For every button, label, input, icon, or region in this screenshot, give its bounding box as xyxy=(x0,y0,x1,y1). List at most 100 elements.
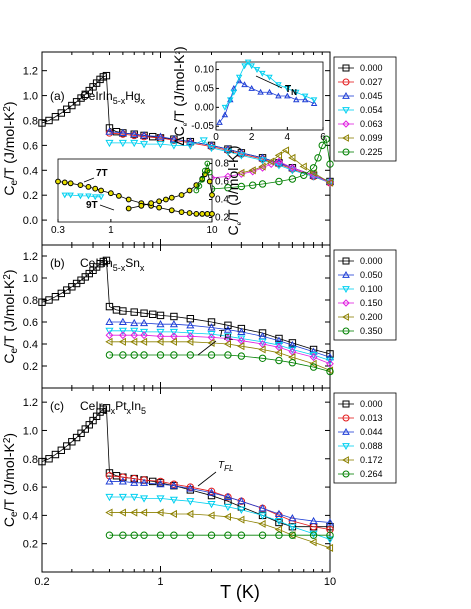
data-point xyxy=(68,101,76,110)
data-point xyxy=(237,497,246,505)
data-point xyxy=(288,513,297,522)
data-point xyxy=(63,105,71,113)
data-point xyxy=(325,543,334,552)
inset-data-point xyxy=(61,179,68,186)
data-point xyxy=(299,162,307,171)
legend-marker xyxy=(342,78,350,86)
data-point xyxy=(274,336,284,344)
inset-data-point xyxy=(293,96,300,103)
inset-data-point xyxy=(168,194,175,201)
data-point xyxy=(274,525,283,534)
data-point xyxy=(105,127,114,135)
legend-entry: 0.225 xyxy=(360,147,383,157)
data-point xyxy=(326,359,334,368)
inset-data-point xyxy=(97,194,105,201)
data-point xyxy=(223,339,232,349)
data-point xyxy=(119,130,127,138)
inset-series-line xyxy=(196,162,211,191)
inset-data-point xyxy=(61,192,69,199)
panel-letter: (c) xyxy=(50,399,64,413)
y-tick-label: 1.2 xyxy=(23,251,38,263)
data-point xyxy=(309,531,318,539)
data-point xyxy=(169,319,178,328)
y-axis-label: Ce/T (J/mol-K2) xyxy=(1,101,20,195)
y-tick-label: 0.8 xyxy=(23,295,38,307)
inset-data-point xyxy=(209,211,215,217)
data-point xyxy=(207,144,216,153)
data-point xyxy=(309,530,318,539)
inset-data-point xyxy=(201,167,208,174)
legend-marker xyxy=(342,107,350,115)
data-point xyxy=(207,511,215,520)
data-point xyxy=(169,509,177,519)
data-point xyxy=(288,340,297,349)
data-point xyxy=(140,132,148,141)
legend-marker xyxy=(342,299,350,307)
y-tick-label: 0.2 xyxy=(23,361,38,373)
data-point xyxy=(57,446,66,454)
data-point xyxy=(102,256,111,265)
data-point xyxy=(140,309,148,317)
data-point xyxy=(169,142,178,150)
legend-entry: 0.000 xyxy=(360,63,383,73)
inset-y-tick-label: 0.00 xyxy=(195,102,215,113)
data-point xyxy=(156,132,165,140)
legend-marker xyxy=(342,327,350,335)
inset-data-point xyxy=(241,63,248,70)
data-point xyxy=(318,141,326,150)
data-point xyxy=(118,493,127,502)
legend-box xyxy=(333,249,397,341)
data-point xyxy=(72,433,81,442)
data-point xyxy=(170,351,178,359)
data-point xyxy=(258,519,266,528)
data-point xyxy=(186,498,195,506)
data-point xyxy=(119,473,127,481)
inset-data-point xyxy=(216,119,223,125)
data-point xyxy=(322,135,330,143)
data-point xyxy=(129,337,138,346)
data-point xyxy=(237,342,245,351)
inset-data-point xyxy=(221,111,229,118)
data-point xyxy=(207,331,216,339)
data-point xyxy=(275,157,283,166)
data-point xyxy=(224,321,232,330)
data-point xyxy=(170,312,178,321)
y-tick-label: 0.8 xyxy=(23,115,38,127)
data-point xyxy=(105,302,114,311)
inset-data-point xyxy=(275,82,282,89)
data-point xyxy=(325,518,335,526)
data-point xyxy=(223,148,232,156)
data-point xyxy=(169,328,178,337)
data-point xyxy=(77,429,85,437)
data-point xyxy=(130,531,138,539)
data-point xyxy=(309,164,318,172)
data-point xyxy=(81,425,89,433)
inset-data-point xyxy=(92,185,99,192)
data-point xyxy=(326,531,334,539)
inset-x-tick-label: 6 xyxy=(320,132,326,143)
data-point xyxy=(77,94,85,102)
data-point xyxy=(105,129,114,137)
inset-data-point xyxy=(85,184,92,190)
inset-data-point xyxy=(162,196,169,203)
data-point xyxy=(207,487,216,496)
inset-data-point xyxy=(259,70,266,77)
inset-data-point xyxy=(196,183,203,189)
data-point xyxy=(314,154,322,162)
legend-entry: 0.200 xyxy=(360,312,383,322)
data-point xyxy=(274,509,284,518)
plot-frame xyxy=(41,387,331,573)
y-tick-label: 0.4 xyxy=(23,510,38,522)
inset-data-point xyxy=(156,204,163,211)
y-axis-label: Ce/T (J/mol-K2) xyxy=(225,145,243,235)
inset-x-tick-label: 0.3 xyxy=(51,225,65,236)
legend-entry: 0.013 xyxy=(360,413,383,423)
data-point xyxy=(258,162,266,171)
legend-entry: 0.350 xyxy=(360,326,383,336)
y-tick-label: 0.4 xyxy=(23,339,38,351)
data-point xyxy=(118,337,126,346)
data-point xyxy=(207,488,216,496)
data-point xyxy=(288,339,297,347)
data-point xyxy=(105,139,114,148)
data-point xyxy=(186,509,194,519)
